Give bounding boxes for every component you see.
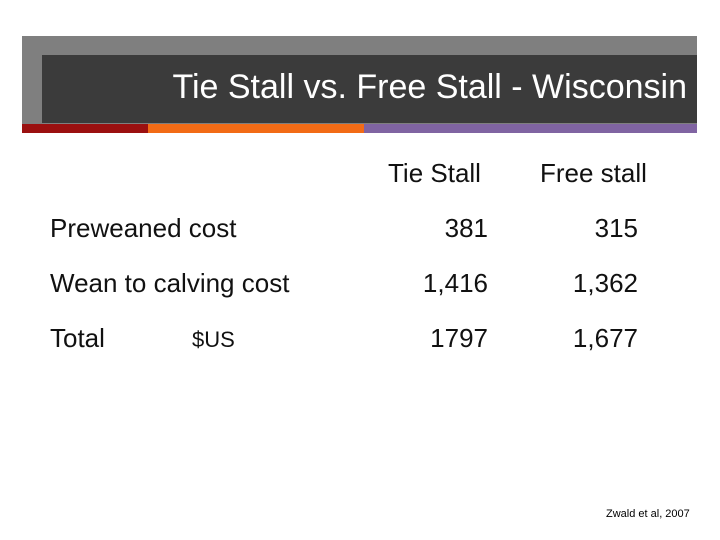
- cell: 1,416: [422, 268, 488, 298]
- row-label: Wean to calving cost: [50, 268, 290, 298]
- cell: 1797: [430, 323, 488, 353]
- accent-strip: [148, 124, 364, 133]
- citation: Zwald et al, 2007: [606, 508, 690, 520]
- accent-strip: [364, 124, 697, 133]
- accent-strip: [22, 124, 148, 133]
- cell: 381: [444, 213, 488, 243]
- cell: 1,362: [572, 268, 638, 298]
- unit: $US: [192, 327, 235, 352]
- row-label: Total: [50, 323, 105, 353]
- row-label: Preweaned cost: [50, 213, 237, 243]
- title-box: [42, 55, 697, 123]
- cell: 1,677: [572, 323, 638, 353]
- cell: 315: [594, 213, 638, 243]
- column-header: Tie Stall: [388, 158, 481, 188]
- column-header: Free stall: [540, 158, 647, 188]
- title: Tie Stall vs. Free Stall - Wisconsin: [172, 68, 687, 106]
